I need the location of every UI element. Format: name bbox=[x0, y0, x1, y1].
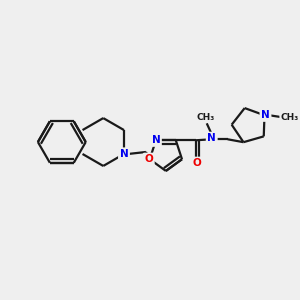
Text: CH₃: CH₃ bbox=[280, 113, 298, 122]
Text: N: N bbox=[207, 133, 216, 143]
Text: CH₃: CH₃ bbox=[196, 113, 215, 122]
Text: N: N bbox=[261, 110, 270, 120]
Text: O: O bbox=[192, 158, 201, 168]
Text: N: N bbox=[152, 135, 160, 145]
Text: N: N bbox=[120, 149, 128, 159]
Text: O: O bbox=[144, 154, 153, 164]
